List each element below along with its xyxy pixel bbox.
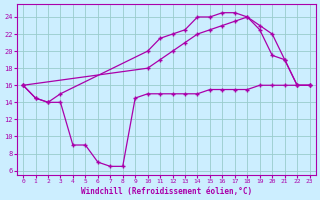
- X-axis label: Windchill (Refroidissement éolien,°C): Windchill (Refroidissement éolien,°C): [81, 187, 252, 196]
